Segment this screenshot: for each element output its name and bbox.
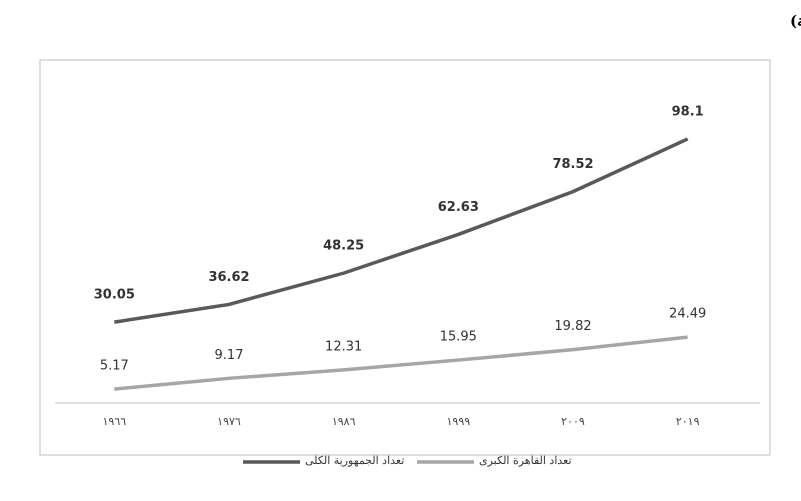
data-label: 12.31	[325, 339, 362, 354]
chart-title: شكل رقم (1): الزيادة السكانية في القاهرة…	[790, 12, 801, 31]
legend-label: تعداد القاهرة الكبرى	[479, 454, 572, 467]
data-label: 36.62	[208, 270, 249, 285]
plot-frame	[39, 59, 771, 456]
data-label: 15.95	[440, 330, 477, 345]
x-tick-label: ٢٠٠٩	[561, 415, 585, 428]
data-label: 30.05	[94, 288, 135, 303]
series-line	[114, 137, 689, 324]
x-tick-label: ١٩٦٦	[103, 415, 127, 428]
data-label: 48.25	[323, 239, 364, 254]
data-label: 24.49	[669, 307, 706, 322]
data-label: 5.17	[100, 359, 129, 374]
data-label: 62.63	[438, 200, 479, 215]
x-tick-label: ٢٠١٩	[676, 415, 700, 428]
data-label: 9.17	[215, 348, 244, 363]
x-tick-label: ١٩٩٩	[447, 415, 471, 428]
x-tick-label: ١٩٨٦	[332, 415, 356, 428]
data-label: 19.82	[554, 319, 591, 334]
data-label: 78.52	[552, 157, 593, 172]
legend-label: تعداد الجمهورية الكلى	[305, 454, 404, 467]
x-tick-label: ١٩٧٦	[217, 415, 241, 428]
data-label: 98.1	[672, 104, 704, 119]
series-line	[114, 335, 688, 391]
